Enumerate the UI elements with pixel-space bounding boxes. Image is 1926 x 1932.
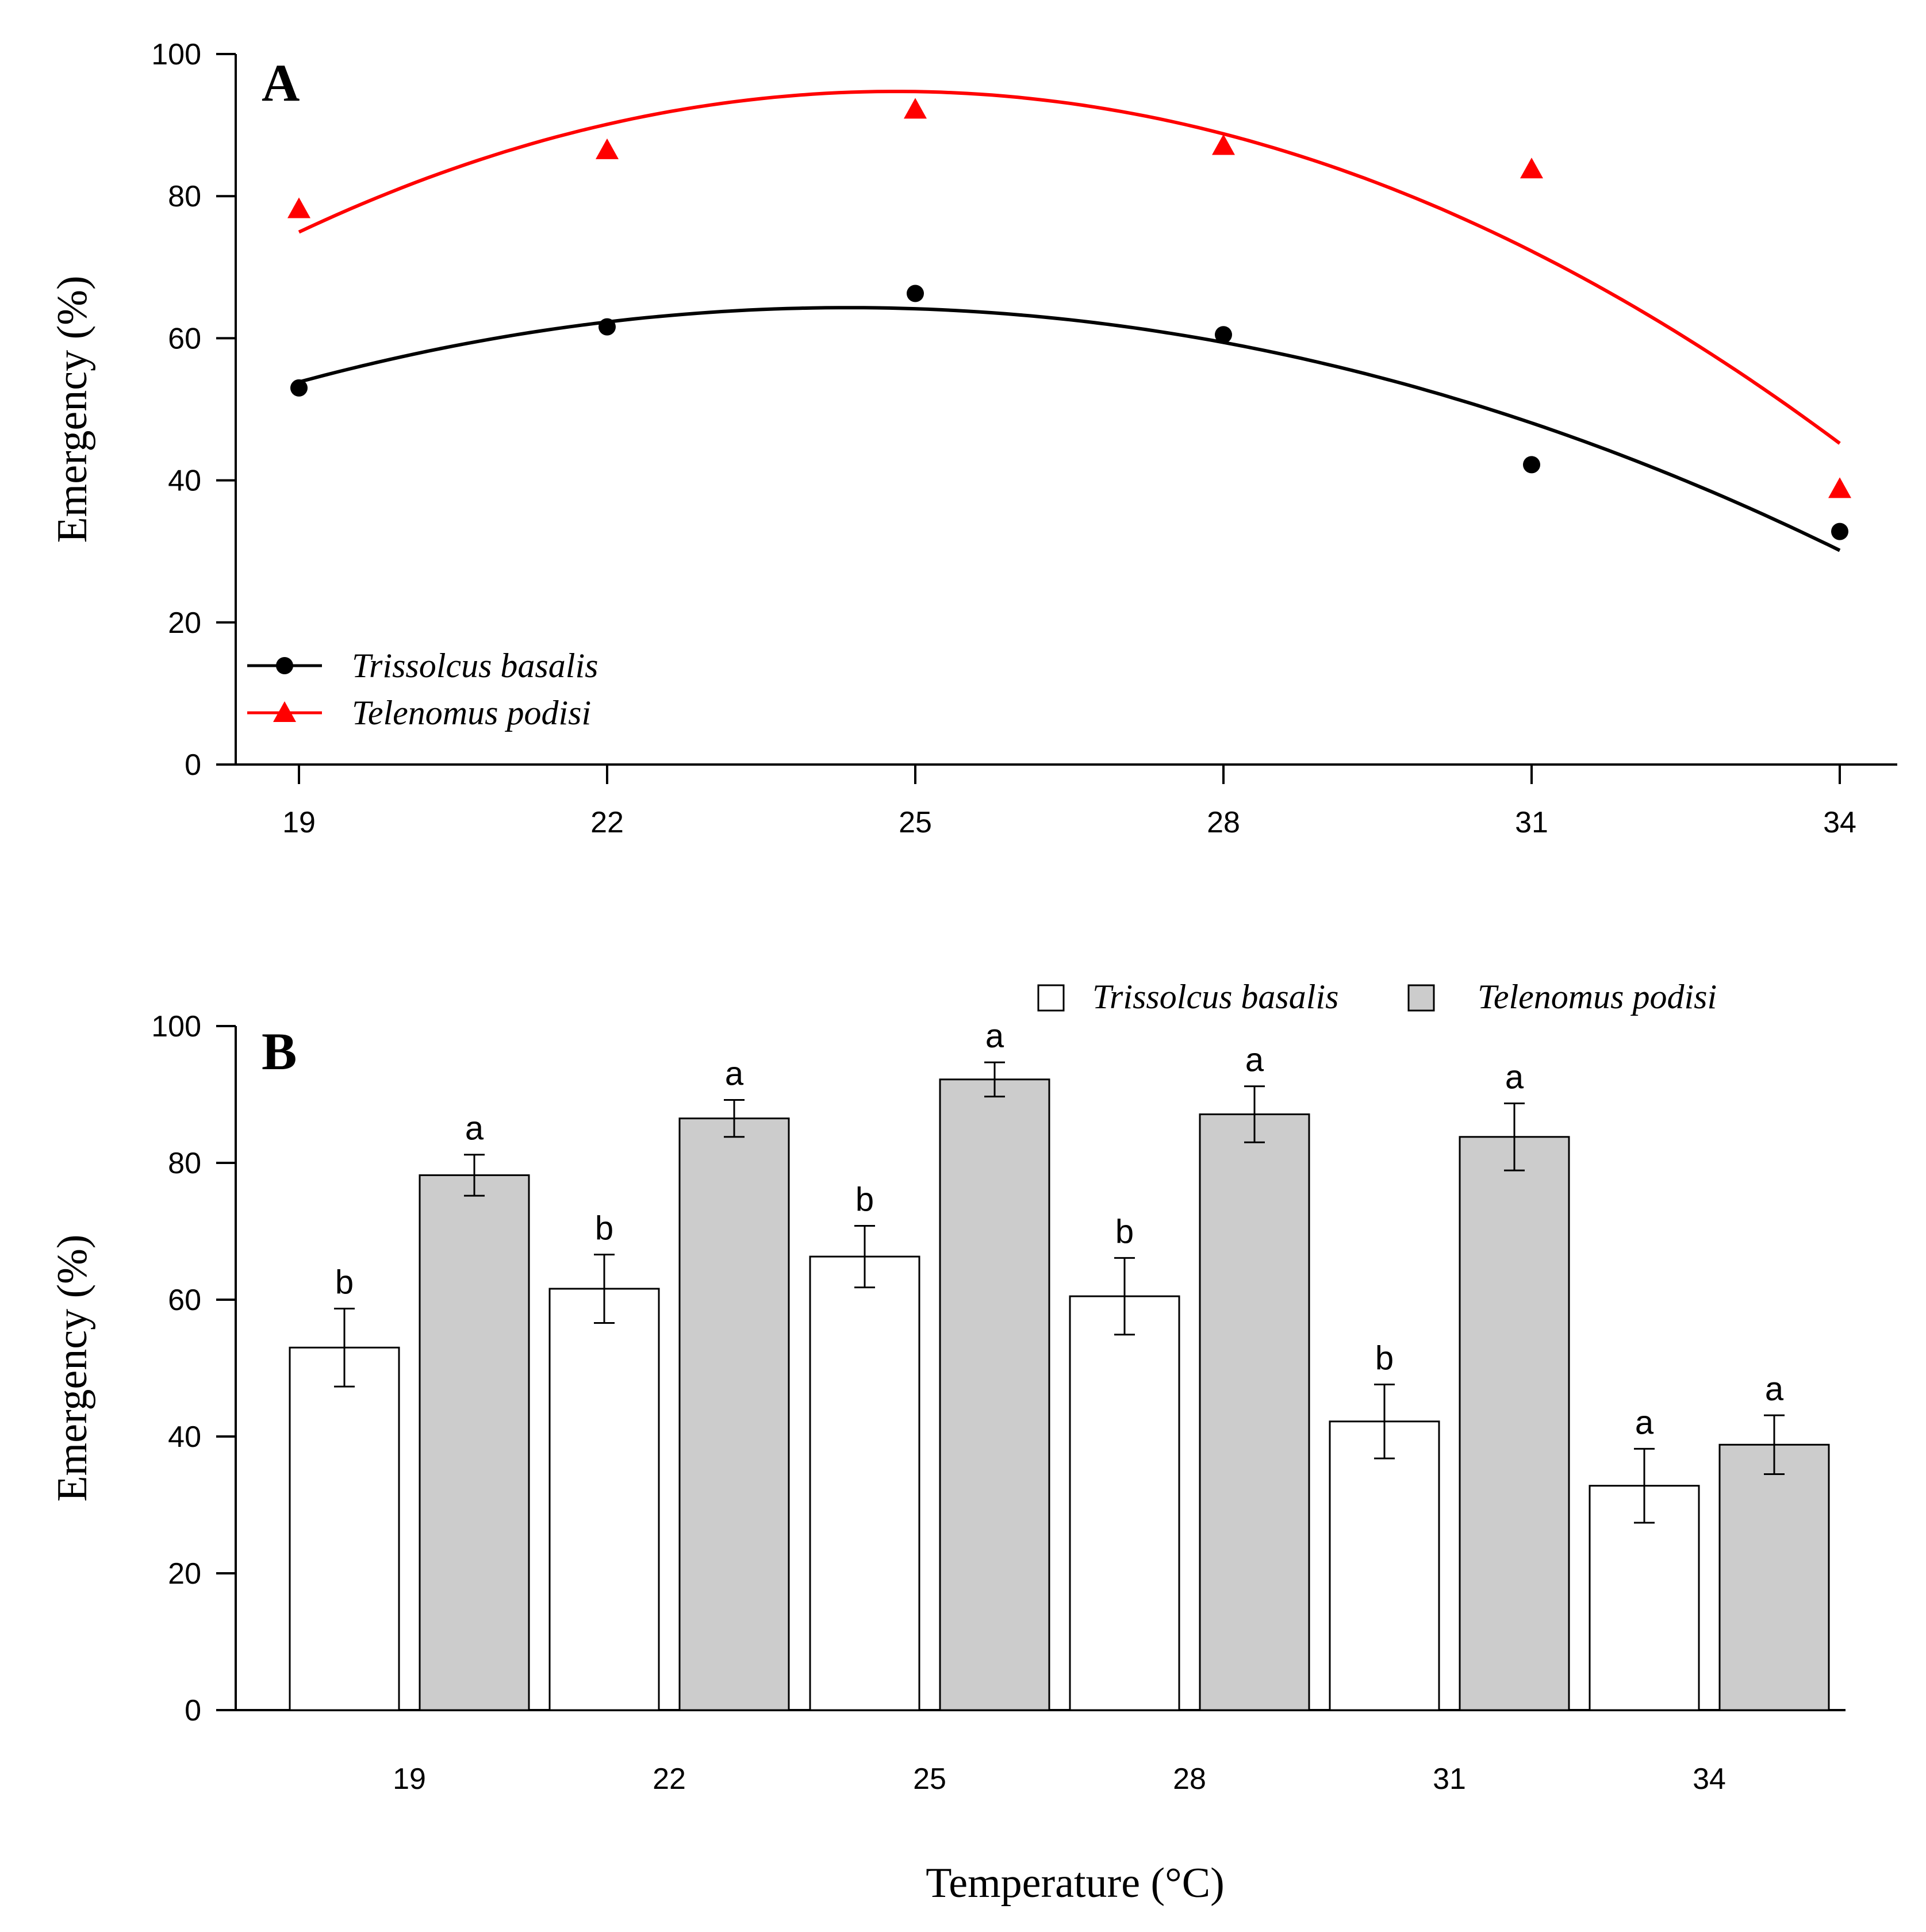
panel-a: 0 20 40 60 80 100 19 22 25 28 31 34 Emergency (%) A Tr… — [49, 38, 1897, 839]
a-legend-marker-circle — [276, 657, 293, 674]
a-point-telenomus — [287, 197, 310, 218]
b-bar-telenomus — [1199, 1113, 1310, 1711]
b-bar-telenomus — [1718, 1443, 1830, 1711]
a-point-trissolcus — [598, 318, 616, 336]
b-bar-trissolcus — [289, 1346, 400, 1711]
b-significance-letter: a — [985, 1017, 1004, 1055]
a-y-axis-title: Emergency (%) — [49, 275, 96, 543]
a-x-tick-label: 28 — [1207, 806, 1240, 839]
b-x-tick-label: 22 — [653, 1762, 686, 1796]
a-y-tick-label: 40 — [168, 464, 201, 498]
b-bar-telenomus — [939, 1078, 1050, 1711]
panel-b: 0 20 40 60 80 100 19 22 25 28 31 34 Emergency (%) Bb b… — [49, 978, 1846, 1796]
b-legend-swatch — [1037, 984, 1065, 1012]
b-y-tick-label: 40 — [168, 1420, 201, 1454]
b-y-tick-label: 0 — [185, 1694, 201, 1727]
b-bar-telenomus — [1459, 1136, 1570, 1711]
b-significance-letter: a — [725, 1055, 744, 1093]
b-significance-letter: b — [855, 1181, 874, 1218]
b-significance-letter: b — [595, 1209, 613, 1247]
b-bar-telenomus — [678, 1117, 790, 1711]
a-legend-label: Telenomus podisi — [352, 694, 591, 732]
a-y-tick-label: 80 — [168, 180, 201, 213]
b-y-tick-label: 100 — [151, 1010, 201, 1043]
a-point-trissolcus — [1215, 326, 1232, 344]
a-point-trissolcus — [1831, 523, 1848, 540]
b-significance-letter: b — [335, 1263, 354, 1301]
a-y-tick-label: 100 — [151, 38, 201, 71]
a-legend-label: Trissolcus basalis — [352, 647, 598, 685]
a-x-tick-label: 19 — [282, 806, 316, 839]
b-significance-letter: b — [1115, 1213, 1134, 1250]
x-axis-title: Temperature (°C) — [926, 1860, 1225, 1907]
b-bar-trissolcus — [548, 1288, 660, 1711]
b-x-tick-label: 19 — [393, 1762, 426, 1796]
a-fit-curve-telenomus — [298, 90, 1841, 445]
a-y-tick-label: 20 — [168, 606, 201, 640]
a-x-tick-label: 31 — [1515, 806, 1548, 839]
b-significance-letter: a — [465, 1110, 484, 1147]
b-panel-letter: B — [262, 1022, 297, 1081]
b-y-axis-title: Emergency (%) — [49, 1234, 96, 1501]
b-significance-letter: a — [1505, 1058, 1524, 1096]
b-legend-label: Trissolcus basalis — [1092, 978, 1338, 1016]
b-bar-trissolcus — [809, 1255, 920, 1711]
b-bar-telenomus — [419, 1174, 530, 1711]
b-bar-trissolcus — [1329, 1420, 1440, 1711]
b-x-tick-label: 25 — [913, 1762, 946, 1796]
a-point-telenomus — [1212, 134, 1235, 155]
b-significance-letter: a — [1245, 1042, 1264, 1079]
b-significance-letter: a — [1635, 1404, 1654, 1441]
b-y-tick-label: 60 — [168, 1284, 201, 1317]
b-significance-letter: a — [1765, 1370, 1784, 1408]
a-point-telenomus — [1520, 158, 1543, 179]
b-x-tick-label: 28 — [1173, 1762, 1206, 1796]
b-legend-swatch — [1407, 984, 1435, 1012]
a-point-telenomus — [904, 98, 927, 119]
a-point-telenomus — [1828, 477, 1851, 498]
b-x-tick-label: 31 — [1433, 1762, 1466, 1796]
a-point-trissolcus — [290, 379, 308, 397]
a-y-tick-label: 60 — [168, 322, 201, 355]
a-panel-letter: A — [262, 53, 300, 112]
b-significance-letter: b — [1375, 1340, 1394, 1377]
b-bar-trissolcus — [1069, 1295, 1180, 1711]
a-point-telenomus — [596, 138, 619, 159]
b-y-tick-label: 20 — [168, 1557, 201, 1591]
a-legend-marker-triangle — [273, 701, 296, 722]
a-point-trissolcus — [1523, 456, 1540, 474]
a-x-tick-label: 25 — [899, 806, 932, 839]
a-y-tick-label: 0 — [185, 748, 201, 782]
a-fit-curve-trissolcus — [298, 306, 1841, 552]
a-point-trissolcus — [907, 285, 924, 302]
b-y-tick-label: 80 — [168, 1147, 201, 1180]
a-x-tick-label: 22 — [590, 806, 624, 839]
a-x-tick-label: 34 — [1823, 806, 1856, 839]
b-legend-label: Telenomus podisi — [1478, 978, 1717, 1016]
b-x-tick-label: 34 — [1693, 1762, 1726, 1796]
